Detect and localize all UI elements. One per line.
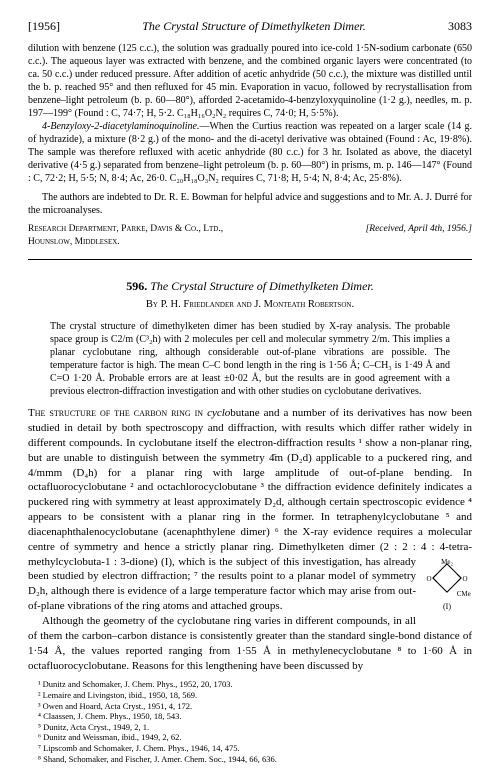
article-number: 596. bbox=[126, 279, 147, 293]
received-date: [Received, April 4th, 1956.] bbox=[366, 223, 472, 249]
running-title: The Crystal Structure of Dimethylketen D… bbox=[142, 18, 366, 34]
references: ¹ Dunitz and Schomaker, J. Chem. Phys., … bbox=[28, 679, 472, 764]
authors-text: By P. H. Friedlander and J. Monteath Rob… bbox=[146, 299, 354, 310]
ref-4: ⁴ Claassen, J. Chem. Phys., 1950, 18, 54… bbox=[28, 711, 472, 722]
body-lead-caps: The structure of the carbon ring in bbox=[28, 407, 207, 419]
italic-prefix: cyclo bbox=[207, 407, 230, 419]
body-1c: butane and a number of its derivatives h… bbox=[28, 407, 472, 553]
ref-6: ⁶ Dunitz and Weissman, ibid., 1949, 2, 6… bbox=[28, 732, 472, 743]
page: [1956] The Crystal Structure of Dimethyl… bbox=[0, 0, 500, 774]
carryover-para-2: 4-Benzyloxy-2-diacetylaminoquinoline.—Wh… bbox=[28, 120, 472, 185]
article-title-text: The Crystal Structure of Dimethylketen D… bbox=[150, 279, 374, 293]
ref-5: ⁵ Dunitz, Acta Cryst., 1949, 2, 1. bbox=[28, 722, 472, 733]
affiliation: Research Department, Parke, Davis & Co.,… bbox=[28, 223, 223, 249]
ref-1: ¹ Dunitz and Schomaker, J. Chem. Phys., … bbox=[28, 679, 472, 690]
authors: By P. H. Friedlander and J. Monteath Rob… bbox=[28, 298, 472, 312]
svg-text:O: O bbox=[426, 575, 431, 583]
svg-text:CMe₂: CMe₂ bbox=[457, 590, 471, 598]
svg-text:Me₂: Me₂ bbox=[441, 558, 453, 566]
running-year: [1956] bbox=[28, 18, 60, 34]
compound-name: 4-Benzyloxy-2-diacetylaminoquinoline. bbox=[42, 121, 199, 132]
divider bbox=[28, 259, 472, 260]
ref-3: ³ Owen and Hoard, Acta Cryst., 1951, 4, … bbox=[28, 701, 472, 712]
svg-text:O: O bbox=[462, 575, 467, 583]
body-para-2: Although the geometry of the cyclobutane… bbox=[28, 614, 472, 673]
running-page: 3083 bbox=[448, 18, 472, 34]
ref-8: ⁸ Shand, Schomaker, and Fischer, J. Amer… bbox=[28, 754, 472, 765]
ref-2: ² Lemaire and Livingston, ibid., 1950, 1… bbox=[28, 690, 472, 701]
affiliation-block: Research Department, Parke, Davis & Co.,… bbox=[28, 223, 472, 249]
ref-7: ⁷ Lipscomb and Schomaker, J. Chem. Phys.… bbox=[28, 743, 472, 754]
body-1d: methylcyclobuta-1 : 3-dione) (I), which … bbox=[28, 556, 416, 613]
structure-figure: Me₂ CMe₂ O O (I) bbox=[422, 557, 472, 614]
acknowledgement: The authors are indebted to Dr. R. E. Bo… bbox=[28, 191, 472, 217]
abstract: The crystal structure of dimethylketen d… bbox=[50, 320, 450, 398]
article-title: 596. The Crystal Structure of Dimethylke… bbox=[28, 278, 472, 294]
carryover-para-1: dilution with benzene (125 c.c.), the so… bbox=[28, 42, 472, 120]
ring-icon: Me₂ CMe₂ O O bbox=[423, 557, 471, 599]
body-para-1: The structure of the carbon ring in cycl… bbox=[28, 406, 472, 614]
figure-label: (I) bbox=[443, 602, 451, 611]
running-head: [1956] The Crystal Structure of Dimethyl… bbox=[28, 18, 472, 34]
